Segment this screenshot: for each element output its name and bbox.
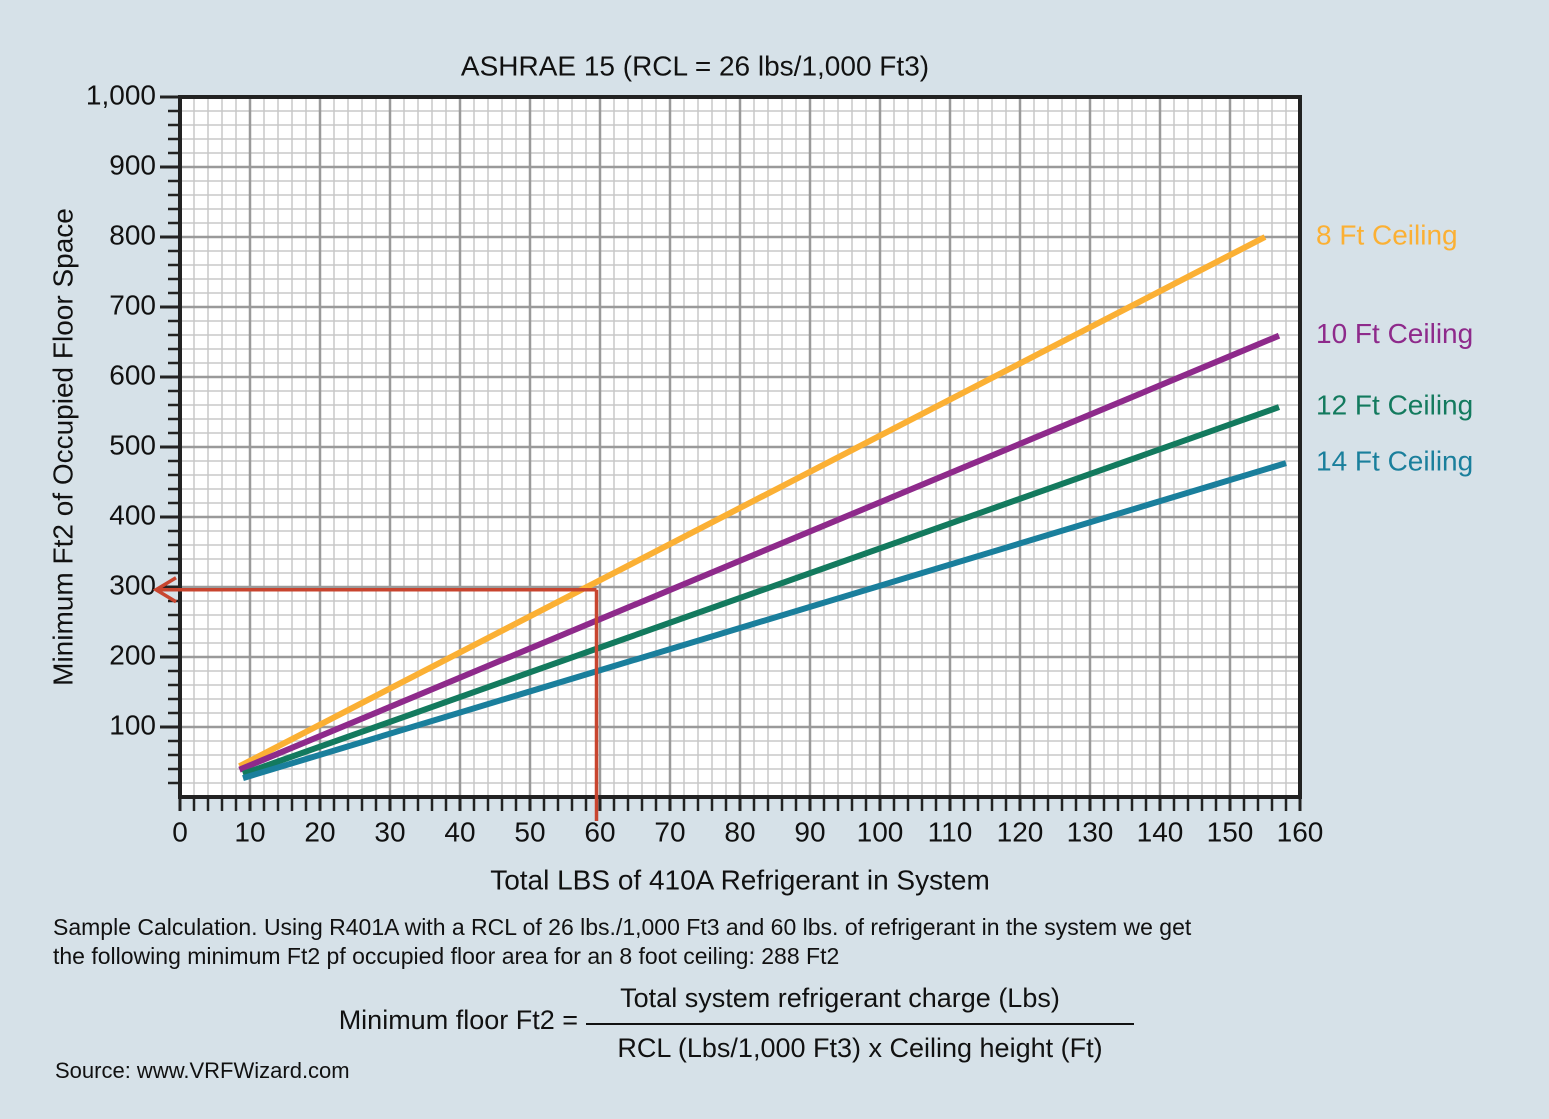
series-label: 8 Ft Ceiling [1316,219,1458,250]
formula-numerator: Total system refrigerant charge (Lbs) [620,983,1060,1013]
formula-denominator: RCL (Lbs/1,000 Ft3) x Ceiling height (Ft… [617,1033,1102,1063]
x-tick-label: 60 [584,816,615,847]
x-tick-label: 30 [374,816,405,847]
line [241,404,1281,777]
series-label: 14 Ft Ceiling [1316,445,1473,476]
x-tick-label: 20 [304,816,335,847]
x-tick-label: 110 [928,816,973,847]
x-tick-label: 70 [654,816,685,847]
source: Source: www.VRFWizard.com [55,1058,350,1083]
x-axis-label: Total LBS of 410A Refrigerant in System [490,864,990,895]
x-tick-label: 50 [514,816,545,847]
line [242,460,1287,781]
line [238,332,1281,773]
plot-border [178,95,1302,799]
sample-text: Sample Calculation. Using R401A with a R… [53,914,1192,940]
x-tick-label: 160 [1277,816,1324,847]
line [238,234,1267,769]
y-axis-label: Minimum Ft2 of Occupied Floor Space [47,208,78,686]
x-tick-label: 90 [794,816,825,847]
y-tick-label: 400 [109,499,156,530]
x-tick-label: 40 [444,816,475,847]
y-tick-label: 700 [109,289,156,320]
x-tick-label: 140 [1137,816,1184,847]
y-tick-label: 300 [109,569,156,600]
x-tick-label: 10 [234,816,265,847]
y-tick-label: 600 [109,359,156,390]
y-tick-label: 500 [109,429,156,460]
x-tick-label: 120 [997,816,1044,847]
formula-left: Minimum floor Ft2 = [339,1005,578,1035]
y-tick-label: 100 [109,709,156,740]
y-tick-label: 900 [109,149,156,180]
x-tick-label: 0 [172,816,188,847]
series-label: 10 Ft Ceiling [1316,318,1473,349]
y-tick-label: 800 [109,219,156,250]
chart-title: ASHRAE 15 (RCL = 26 lbs/1,000 Ft3) [461,50,929,81]
x-tick-label: 100 [857,816,904,847]
y-tick-label: 1,000 [86,79,156,110]
x-tick-label: 150 [1207,816,1254,847]
y-tick-label: 200 [109,639,156,670]
annotation-arrow [152,576,177,604]
x-tick-label: 130 [1067,816,1114,847]
sample-text: the following minimum Ft2 pf occupied fl… [53,943,839,969]
x-tick-label: 80 [724,816,755,847]
series-label: 12 Ft Ceiling [1316,389,1473,420]
